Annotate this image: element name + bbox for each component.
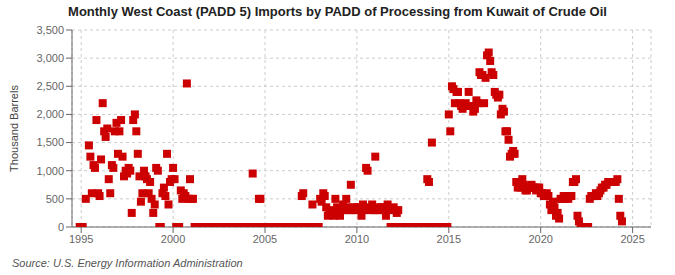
svg-text:3,500: 3,500 [36,24,64,36]
svg-text:2,000: 2,000 [36,108,64,120]
svg-text:1995: 1995 [69,233,93,245]
svg-text:1,500: 1,500 [36,136,64,148]
svg-text:Thousand Barrels: Thousand Barrels [8,85,20,172]
svg-text:2000: 2000 [161,233,185,245]
svg-text:500: 500 [46,193,64,205]
svg-text:2010: 2010 [345,233,369,245]
svg-text:2015: 2015 [437,233,461,245]
svg-text:3,000: 3,000 [36,52,64,64]
html-text:Monthly West Coast (PADD 5) Im: Monthly West Coast (PADD 5) Imports by P… [68,4,607,19]
svg-text:2025: 2025 [620,233,644,245]
svg-text:2005: 2005 [253,233,277,245]
svg-text:2020: 2020 [528,233,552,245]
svg-text:0: 0 [58,221,64,233]
html-text:Source: U.S. Energy Informatio: Source: U.S. Energy Information Administ… [12,257,243,269]
svg-text:1,000: 1,000 [36,165,64,177]
svg-text:2,500: 2,500 [36,80,64,92]
